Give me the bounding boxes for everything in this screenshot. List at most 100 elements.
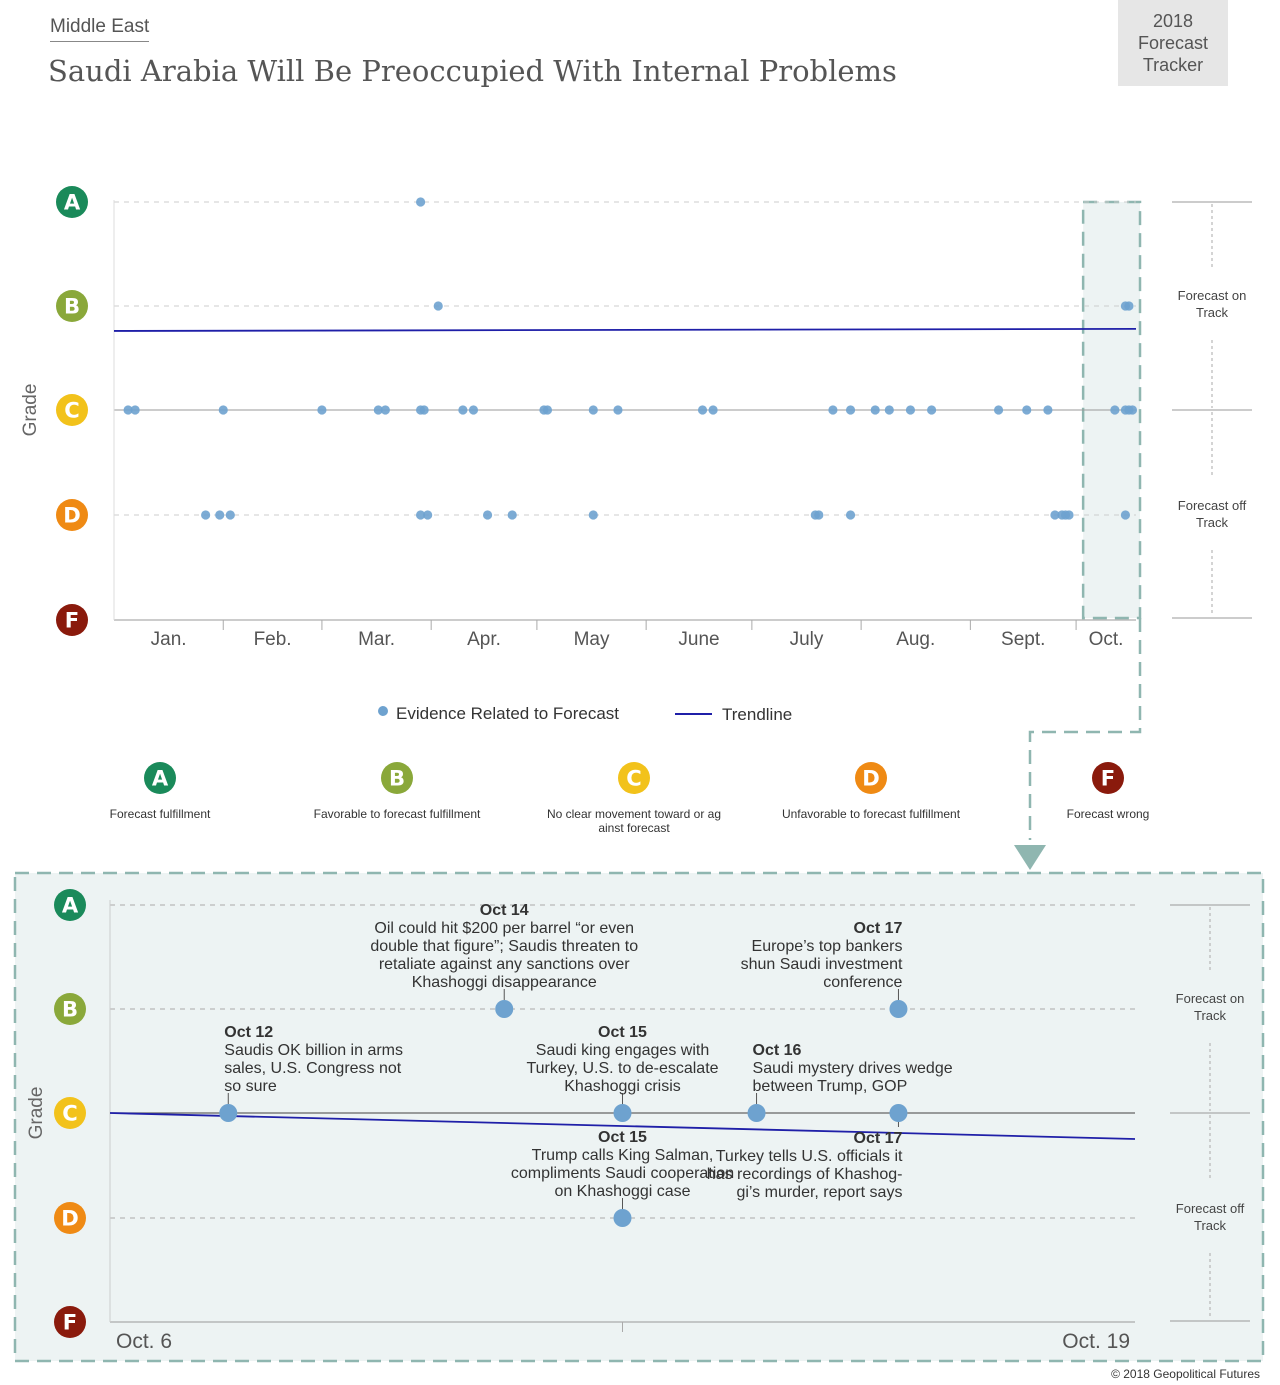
forecast-off-track-label: Forecast off bbox=[1176, 1201, 1245, 1216]
event-point bbox=[889, 1104, 908, 1122]
evidence-point bbox=[123, 405, 133, 415]
page-title: Saudi Arabia Will Be Preoccupied With In… bbox=[48, 54, 897, 88]
zoom-y-grade-b-badge: B bbox=[62, 997, 78, 1022]
event-point bbox=[613, 1104, 632, 1122]
y-axis-label: Grade bbox=[20, 384, 41, 437]
evidence-point bbox=[468, 405, 479, 415]
zoom-panel-bg bbox=[15, 873, 1263, 1361]
evidence-point bbox=[423, 510, 433, 520]
forecast-off-track-label: Track bbox=[1196, 515, 1229, 530]
event-text: has recordings of Khashog- bbox=[707, 1166, 903, 1183]
event-date: Oct 17 bbox=[854, 920, 903, 937]
month-tick-label: Sept. bbox=[1001, 629, 1045, 650]
event-point bbox=[219, 1104, 238, 1122]
event-text: Khashoggi crisis bbox=[564, 1078, 681, 1095]
forecast-off-track-label: Track bbox=[1194, 1218, 1227, 1233]
zoom-y-axis-label: Grade bbox=[26, 1087, 47, 1140]
grade-a-badge-circle bbox=[144, 762, 176, 794]
event-text: Oil could hit $200 per barrel “or even bbox=[374, 920, 634, 937]
evidence-point bbox=[373, 405, 383, 415]
zoom-y-grade-f-badge: F bbox=[63, 1310, 77, 1335]
evidence-point bbox=[1110, 405, 1120, 415]
grade-legend-text: No clear movement toward or ag bbox=[547, 807, 721, 821]
trendline bbox=[113, 327, 1137, 332]
zoom-y-grade-c-badge: C bbox=[62, 1101, 78, 1126]
event-text: gi’s murder, report says bbox=[736, 1184, 902, 1201]
evidence-point bbox=[927, 405, 937, 415]
month-tick-label: May bbox=[574, 629, 610, 650]
evidence-point bbox=[1043, 405, 1053, 415]
event-text: Turkey tells U.S. officials it bbox=[716, 1148, 903, 1165]
event-text: Saudi king engages with bbox=[536, 1042, 709, 1059]
evidence-point bbox=[317, 405, 327, 415]
evidence-point bbox=[588, 510, 598, 520]
evidence-point bbox=[416, 510, 426, 520]
month-tick-label: Feb. bbox=[254, 629, 292, 650]
event-text: Turkey, U.S. to de-escalate bbox=[526, 1060, 718, 1077]
evidence-point bbox=[380, 405, 390, 415]
grade-legend-b-badge: B bbox=[389, 766, 405, 791]
tracker-year: 2018 bbox=[1152, 11, 1194, 31]
tracker-word-forecast: Forecast bbox=[1137, 33, 1209, 53]
month-tick-label: Mar. bbox=[358, 629, 395, 650]
grade-b-badge-circle bbox=[381, 762, 413, 794]
evidence-point bbox=[482, 510, 493, 520]
grade-c-badge-circle bbox=[56, 394, 88, 426]
grade-a-badge-circle bbox=[56, 186, 88, 218]
grade-f-badge-circle bbox=[56, 604, 88, 636]
grade-c-badge-circle bbox=[618, 762, 650, 794]
zoom-y-grade-a-badge: A bbox=[62, 893, 79, 918]
evidence-point bbox=[708, 405, 718, 415]
grade-legend-d-badge: D bbox=[862, 766, 880, 791]
event-text: sales, U.S. Congress not bbox=[224, 1060, 402, 1077]
forecast-tracker-badge: 2018 Forecast Tracker bbox=[1118, 0, 1228, 86]
grade-f-badge-circle bbox=[54, 1306, 86, 1338]
month-tick-label: Apr. bbox=[467, 629, 501, 650]
evidence-point bbox=[507, 510, 517, 520]
event-point bbox=[613, 1209, 632, 1227]
event-date: Oct 15 bbox=[598, 1129, 647, 1146]
zoom-arrow-icon bbox=[1014, 845, 1046, 870]
zoom-panel-border bbox=[13, 871, 1265, 1363]
evidence-point bbox=[433, 301, 443, 311]
event-date: Oct 16 bbox=[753, 1042, 802, 1059]
zoom-y-grade-d-badge: D bbox=[61, 1206, 79, 1231]
evidence-point bbox=[130, 405, 140, 415]
event-text: on Khashoggi case bbox=[554, 1183, 690, 1200]
month-tick-label: Jan. bbox=[151, 629, 187, 650]
evidence-point bbox=[542, 405, 553, 415]
zoom-x-end-label: Oct. 19 bbox=[1062, 1330, 1130, 1353]
grade-a-badge-circle bbox=[54, 889, 86, 921]
y-grade-f-badge: F bbox=[65, 608, 79, 633]
evidence-point bbox=[225, 510, 235, 520]
evidence-point bbox=[1050, 510, 1060, 520]
event-point bbox=[747, 1104, 766, 1122]
grade-legend-text: Unfavorable to forecast fulfillment bbox=[782, 807, 961, 821]
evidence-point bbox=[218, 405, 228, 415]
event-date: Oct 17 bbox=[854, 1130, 903, 1147]
event-text: Trump calls King Salman, bbox=[532, 1147, 714, 1164]
zoom-trendline bbox=[109, 1112, 1136, 1140]
evidence-point bbox=[1022, 405, 1032, 415]
forecast-on-track-label: Track bbox=[1194, 1008, 1227, 1023]
evidence-point bbox=[1064, 510, 1074, 520]
forecast-on-track-label: Forecast on bbox=[1178, 288, 1247, 303]
evidence-point bbox=[828, 405, 838, 415]
grade-d-badge-circle bbox=[54, 1202, 86, 1234]
evidence-point bbox=[845, 510, 856, 520]
event-text: Europe’s top bankers bbox=[752, 938, 903, 955]
grade-legend-a-badge: A bbox=[152, 766, 169, 791]
month-tick-label: July bbox=[790, 629, 824, 650]
forecast-on-track-label: Track bbox=[1196, 305, 1229, 320]
grade-f-badge-circle bbox=[1092, 762, 1124, 794]
evidence-point bbox=[845, 405, 856, 415]
copyright: © 2018 Geopolitical Futures bbox=[1111, 1367, 1260, 1381]
grade-legend-c-badge: C bbox=[626, 766, 642, 791]
region-label: Middle East bbox=[50, 16, 150, 42]
legend-trend-label: Trendline bbox=[722, 705, 792, 724]
event-text: retaliate against any sanctions over bbox=[379, 956, 630, 973]
legend-evidence-label: Evidence Related to Forecast bbox=[396, 704, 619, 723]
evidence-point bbox=[1120, 510, 1131, 520]
grade-d-badge-circle bbox=[56, 499, 88, 531]
grade-b-badge-circle bbox=[56, 290, 88, 322]
